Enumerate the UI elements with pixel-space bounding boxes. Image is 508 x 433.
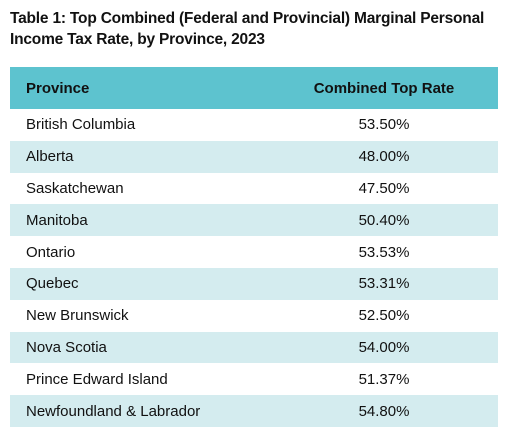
table-header-row: Province Combined Top Rate bbox=[10, 67, 498, 109]
province-cell: Saskatchewan bbox=[26, 179, 124, 197]
table-row: Quebec 53.31% bbox=[10, 267, 498, 300]
province-cell: Quebec bbox=[26, 275, 79, 293]
rate-cell: 53.50% bbox=[358, 116, 410, 134]
rate-cell: 54.00% bbox=[358, 338, 410, 356]
table-row: Newfoundland & Labrador 54.80% bbox=[10, 395, 498, 427]
province-cell: Manitoba bbox=[26, 211, 88, 229]
rate-cell: 50.40% bbox=[358, 211, 410, 229]
header-province: Province bbox=[26, 79, 90, 97]
table-body: British Columbia 53.50% Alberta 48.00% Saska… bbox=[10, 109, 498, 427]
table-row: Alberta 48.00% bbox=[10, 140, 498, 173]
province-cell: Nova Scotia bbox=[26, 338, 107, 356]
table-row: New Brunswick 52.50% bbox=[10, 300, 498, 332]
province-cell: British Columbia bbox=[26, 116, 136, 134]
table-row: Manitoba 50.40% bbox=[10, 204, 498, 237]
rate-cell: 54.80% bbox=[358, 402, 410, 420]
rate-cell: 53.53% bbox=[358, 243, 410, 261]
tax-rate-table: Province Combined Top Rate British Colum… bbox=[10, 67, 498, 427]
table-row: Nova Scotia 54.00% bbox=[10, 331, 498, 364]
province-cell: Newfoundland & Labrador bbox=[26, 402, 201, 420]
rate-cell: 47.50% bbox=[358, 179, 410, 197]
province-cell: Alberta bbox=[26, 148, 74, 166]
rate-cell: 48.00% bbox=[358, 148, 410, 166]
province-cell: Ontario bbox=[26, 243, 76, 261]
rate-cell: 53.31% bbox=[358, 275, 410, 293]
table-row: Saskatchewan 47.50% bbox=[10, 173, 498, 205]
rate-cell: 52.50% bbox=[358, 307, 410, 325]
table-title: Table 1: Top Combined (Federal and Provi… bbox=[10, 10, 485, 48]
header-combined-top-rate: Combined Top Rate bbox=[313, 79, 455, 97]
province-cell: New Brunswick bbox=[26, 307, 129, 325]
province-cell: Prince Edward Island bbox=[26, 370, 168, 388]
table-row: Ontario 53.53% bbox=[10, 236, 498, 268]
rate-cell: 51.37% bbox=[358, 370, 410, 388]
table-row: British Columbia 53.50% bbox=[10, 109, 498, 141]
table-row: Prince Edward Island 51.37% bbox=[10, 363, 498, 395]
